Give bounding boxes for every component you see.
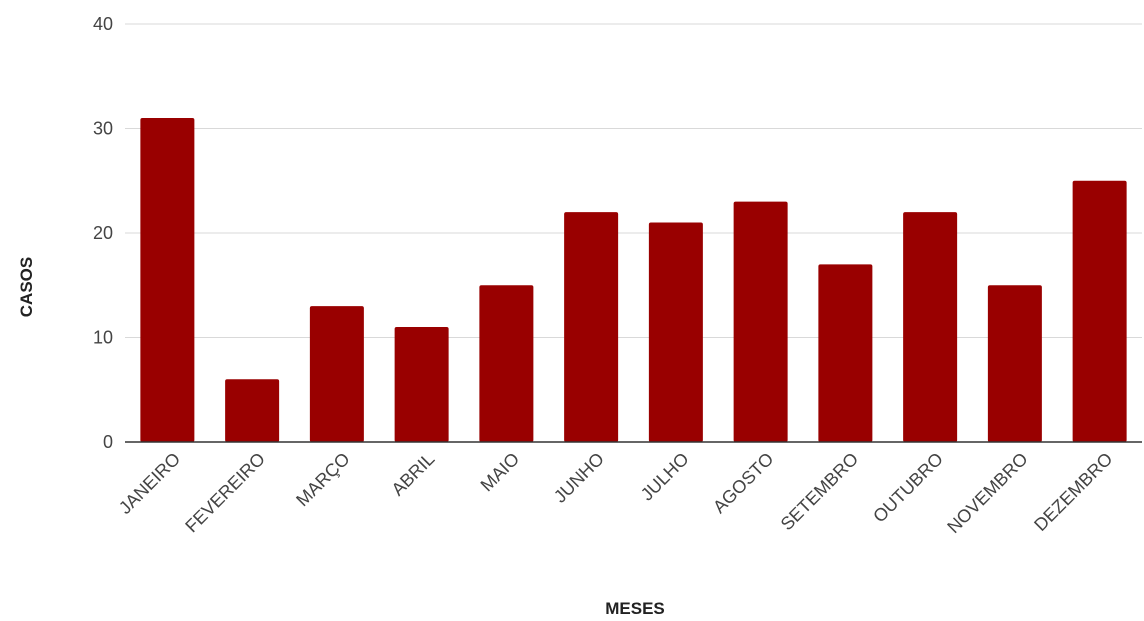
gridlines xyxy=(125,23,1142,338)
x-tick-label: NOVEMBRO xyxy=(943,449,1031,537)
bar-março xyxy=(309,306,364,442)
bar-maio xyxy=(479,285,534,442)
y-axis-title: CASOS xyxy=(17,257,36,317)
x-tick-label: JANEIRO xyxy=(115,449,184,518)
bar-setembro xyxy=(818,264,873,442)
bar-janeiro xyxy=(140,118,195,443)
x-tick-label: OUTUBRO xyxy=(869,449,947,527)
y-tick-label: 40 xyxy=(93,14,113,34)
bar-dezembro xyxy=(1072,180,1127,442)
x-tick-label: SETEMBRO xyxy=(777,449,863,535)
x-tick-label: AGOSTO xyxy=(709,449,777,517)
bar-abril xyxy=(394,327,449,442)
y-tick-label: 10 xyxy=(93,328,113,348)
x-tick-label: MAIO xyxy=(477,449,524,496)
x-tick-label: JUNHO xyxy=(550,449,608,507)
y-tick-label: 30 xyxy=(93,119,113,139)
bar-agosto xyxy=(733,201,788,442)
bar-outubro xyxy=(903,212,958,442)
y-tick-labels: 0 10 20 30 40 xyxy=(93,14,113,452)
x-tick-label: ABRIL xyxy=(388,449,439,500)
x-tick-label: MARÇO xyxy=(292,449,354,511)
y-tick-label: 20 xyxy=(93,223,113,243)
bar-novembro xyxy=(987,285,1042,442)
x-tick-label: DEZEMBRO xyxy=(1030,449,1116,535)
bar-fevereiro xyxy=(225,379,280,442)
y-tick-label: 0 xyxy=(103,432,113,452)
x-tick-label: JULHO xyxy=(637,449,693,505)
x-tick-label: FEVEREIRO xyxy=(181,449,269,537)
bar-junho xyxy=(564,212,619,442)
x-axis-title: MESES xyxy=(605,599,665,618)
bars xyxy=(140,118,1127,443)
bar-julho xyxy=(648,222,703,442)
